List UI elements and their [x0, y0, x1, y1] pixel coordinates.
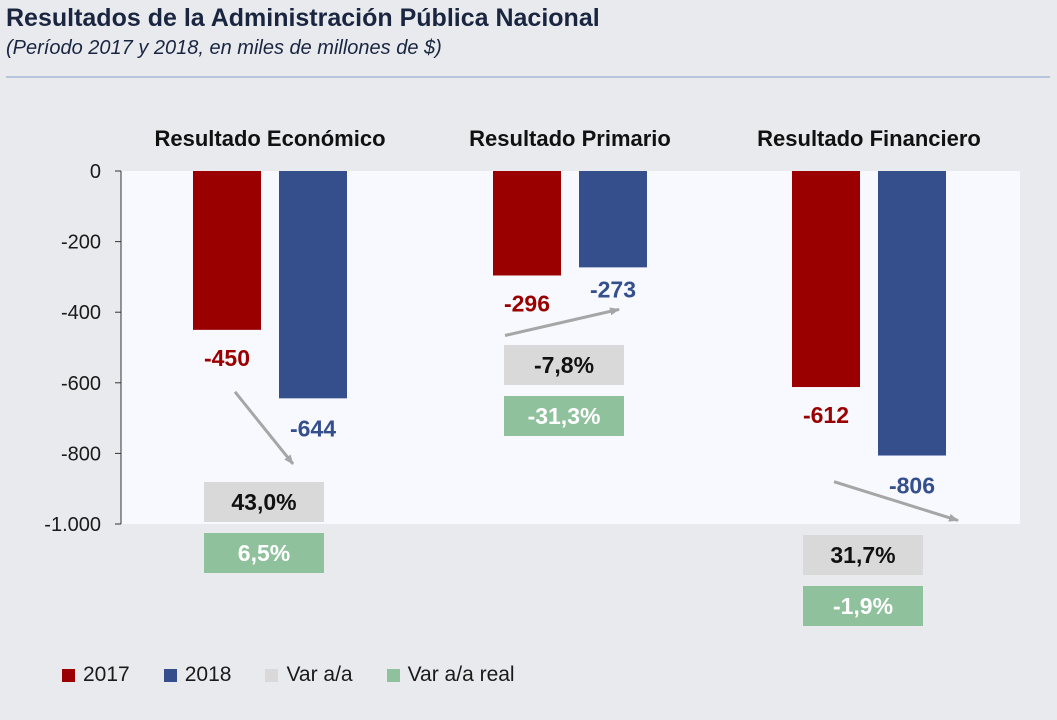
value-label-2018: -644	[290, 415, 336, 441]
legend-label: Var a/a real	[407, 663, 515, 686]
chart-title: Resultados de la Administración Pública …	[6, 4, 600, 32]
chart-subtitle: (Período 2017 y 2018, en miles de millon…	[6, 37, 442, 59]
legend-item: 2017	[62, 663, 130, 687]
legend-item: Var a/a real	[386, 663, 515, 687]
legend-swatch	[265, 668, 279, 682]
change-arrow	[833, 480, 959, 522]
var-aa-real-box	[204, 533, 324, 573]
var-aa-real-label: 6,5%	[238, 540, 290, 566]
legend: 2017 2018 Var a/a Var a/a real	[62, 663, 549, 687]
title-divider	[6, 76, 1050, 78]
bar-2018-0	[279, 171, 347, 399]
category-label: Resultado Primario	[469, 126, 671, 151]
value-label-2017: -612	[803, 402, 849, 428]
change-arrow	[504, 307, 620, 337]
category-label: Resultado Financiero	[757, 126, 981, 151]
y-tick-label: -400	[61, 302, 101, 324]
value-label-2017: -450	[204, 345, 250, 371]
var-aa-real-label: -31,3%	[528, 403, 601, 429]
category-label: Resultado Económico	[154, 126, 385, 151]
legend-label: 2017	[83, 663, 130, 686]
value-label-2017: -296	[504, 290, 550, 316]
y-tick-label: -200	[61, 232, 101, 254]
legend-swatch	[163, 668, 177, 682]
var-aa-real-box	[504, 396, 624, 436]
legend-label: 2018	[184, 663, 232, 686]
var-aa-box	[504, 345, 624, 385]
bar-2017-1	[493, 171, 561, 276]
bar-2017-2	[792, 171, 860, 388]
y-tick-label: -1.000	[44, 514, 101, 536]
value-label-2018: -273	[590, 276, 636, 302]
var-aa-label: -7,8%	[534, 352, 594, 378]
legend-label: Var a/a	[286, 663, 353, 686]
legend-item: Var a/a	[265, 663, 353, 687]
y-tick-label: -800	[61, 443, 101, 465]
var-aa-box	[204, 482, 324, 522]
var-aa-label: 31,7%	[830, 542, 895, 568]
legend-swatch	[62, 668, 75, 682]
y-tick-label: 0	[90, 161, 101, 183]
bar-2017-0	[193, 171, 261, 330]
var-aa-real-box	[803, 586, 923, 626]
bar-2018-1	[579, 171, 647, 268]
var-aa-box	[803, 535, 923, 575]
change-arrow	[233, 390, 295, 465]
value-label-2018: -806	[889, 473, 935, 499]
var-aa-real-label: -1,9%	[833, 593, 893, 619]
var-aa-label: 43,0%	[231, 489, 296, 515]
bar-2018-2	[878, 171, 946, 456]
y-tick-label: -600	[61, 373, 101, 395]
legend-swatch	[386, 668, 400, 682]
legend-item: 2018	[163, 663, 232, 687]
